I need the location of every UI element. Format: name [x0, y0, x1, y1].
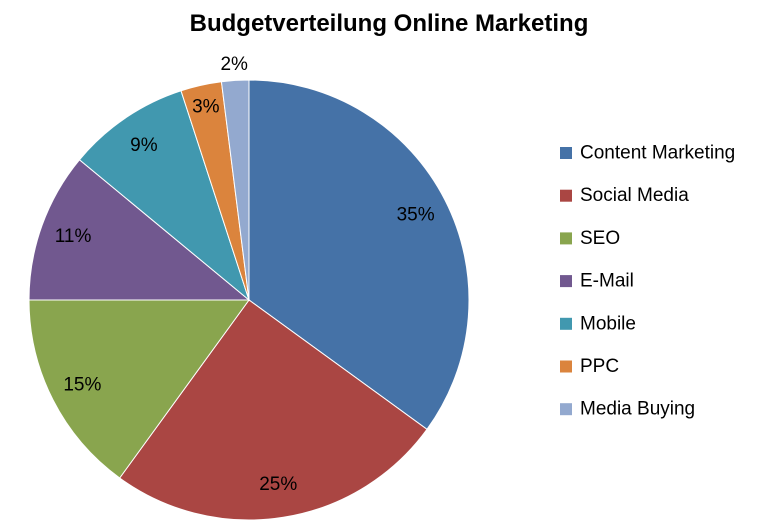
pie-slice-seo [28, 299, 250, 479]
pie-slice-content-marketing [248, 79, 470, 431]
chart-title: Budgetverteilung Online Marketing [190, 10, 589, 37]
data-label: 2% [220, 54, 248, 75]
data-label: 25% [259, 474, 297, 495]
legend-swatch [560, 403, 572, 416]
legend-label: SEO [580, 228, 620, 249]
data-label: 11% [55, 226, 92, 247]
legend-label: Mobile [580, 313, 636, 334]
legend-label: Content Marketing [580, 143, 735, 164]
legend-swatch [560, 232, 572, 245]
legend: Content Marketing Social Media SEO E-Mail Mo… [560, 143, 735, 420]
legend-label: Social Media [580, 185, 689, 206]
legend-label: E-Mail [580, 271, 634, 292]
data-label: 35% [397, 205, 435, 226]
legend-swatch [560, 317, 572, 330]
data-label: 15% [63, 374, 101, 395]
pie-slice-mobile [78, 90, 251, 302]
data-label: 9% [130, 135, 158, 156]
legend-label: Media Buying [580, 399, 695, 420]
pie-slices [28, 79, 470, 521]
legend-swatch [560, 360, 572, 373]
pie-slice-social-media [118, 299, 428, 521]
pie-slice-media-buying [220, 79, 250, 301]
legend-swatch [560, 189, 572, 202]
data-label: 3% [192, 96, 220, 117]
pie-slice-e-mail [28, 159, 251, 301]
data-labels: 35% 25% 15% 11% 9% 3%2% [55, 54, 435, 495]
legend-swatch [560, 275, 572, 288]
legend-swatch [560, 147, 572, 159]
legend-label: PPC [580, 356, 619, 377]
